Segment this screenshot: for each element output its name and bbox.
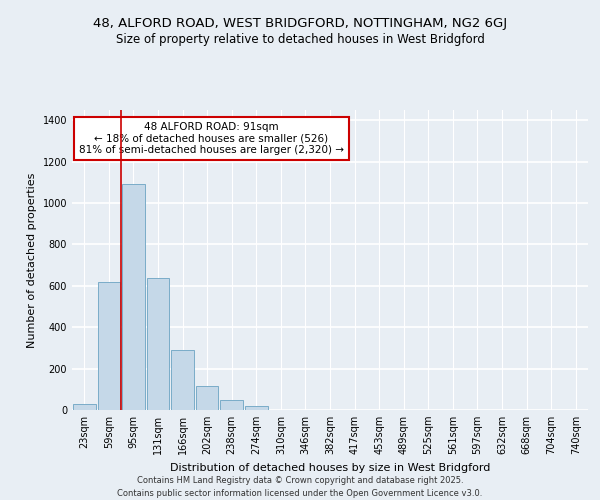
Bar (146, 278, 169, 410)
Bar (220, 400, 243, 410)
Text: Size of property relative to detached houses in West Bridgford: Size of property relative to detached ho… (116, 32, 484, 46)
Bar (73, 404, 95, 410)
Bar (196, 386, 218, 410)
Y-axis label: Number of detached properties: Number of detached properties (27, 172, 37, 348)
X-axis label: Distribution of detached houses by size in West Bridgford: Distribution of detached houses by size … (170, 462, 490, 472)
Bar (171, 350, 194, 410)
Text: Contains HM Land Registry data © Crown copyright and database right 2025.
Contai: Contains HM Land Registry data © Crown c… (118, 476, 482, 498)
Bar (245, 406, 268, 410)
Text: 48, ALFORD ROAD, WEST BRIDGFORD, NOTTINGHAM, NG2 6GJ: 48, ALFORD ROAD, WEST BRIDGFORD, NOTTING… (93, 18, 507, 30)
Bar (122, 184, 145, 410)
Text: 48 ALFORD ROAD: 91sqm
← 18% of detached houses are smaller (526)
81% of semi-det: 48 ALFORD ROAD: 91sqm ← 18% of detached … (79, 122, 344, 155)
Bar (98, 282, 120, 410)
